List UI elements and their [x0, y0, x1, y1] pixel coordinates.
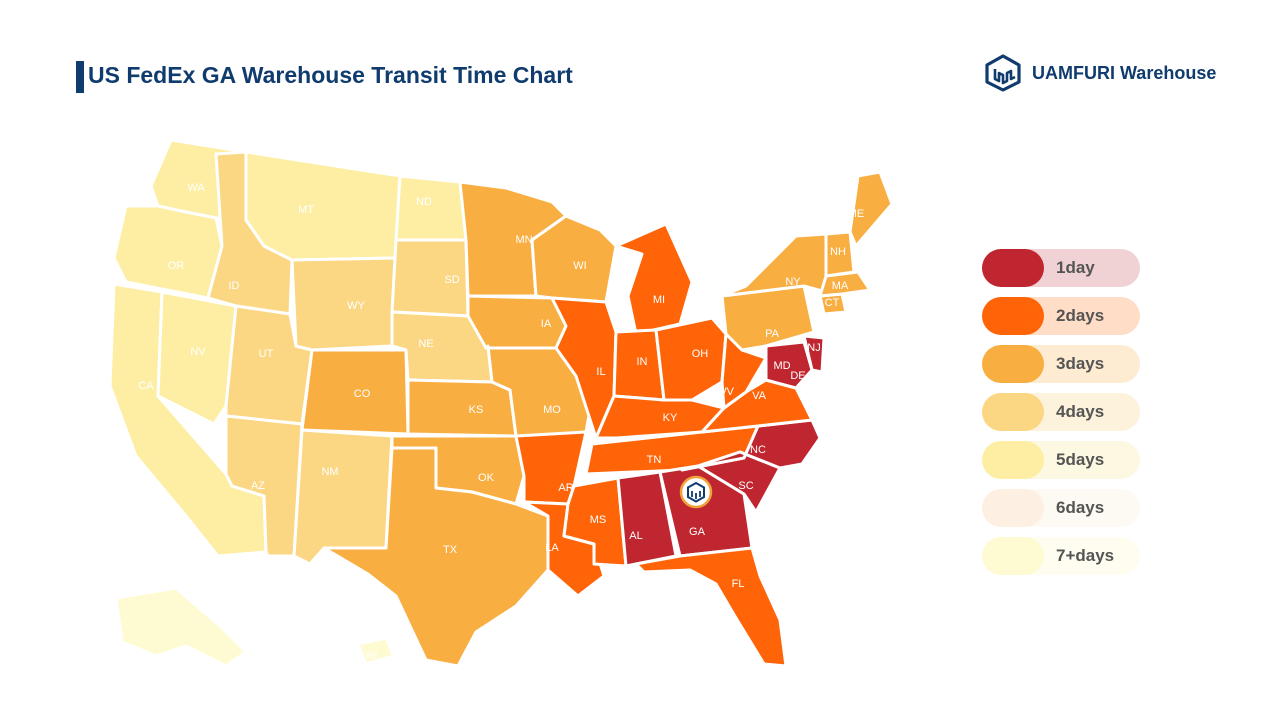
legend-swatch: [982, 489, 1044, 527]
state-ND[interactable]: [394, 174, 468, 242]
legend-swatch: [982, 537, 1044, 575]
state-label-NY: NY: [785, 276, 801, 288]
legend-item-7plus-days: 7+days: [982, 537, 1142, 575]
state-label-NV: NV: [190, 346, 206, 358]
state-OR[interactable]: [112, 204, 224, 300]
state-label-MA: MA: [832, 280, 849, 292]
uamfuri-cube-logo-icon: [985, 54, 1021, 92]
legend-swatch: [982, 297, 1044, 335]
state-label-ND: ND: [416, 196, 432, 208]
legend-label: 6days: [1056, 498, 1105, 517]
state-label-AL: AL: [629, 530, 642, 542]
state-MT[interactable]: [244, 150, 402, 262]
legend-swatch: [982, 393, 1044, 431]
state-label-KS: KS: [469, 404, 484, 416]
state-label-IN: IN: [637, 356, 648, 368]
state-KY[interactable]: [594, 394, 726, 440]
state-label-AR: AR: [558, 482, 573, 494]
brand: UAMFURI Warehouse: [984, 54, 1216, 92]
state-HI[interactable]: [356, 636, 396, 666]
state-NM[interactable]: [292, 428, 394, 566]
state-label-OK: OK: [478, 472, 495, 484]
state-label-MD: MD: [773, 360, 790, 372]
legend-item-1day: 1day: [982, 249, 1142, 287]
state-label-KY: KY: [663, 412, 678, 424]
state-label-VA: VA: [752, 390, 767, 402]
state-label-MS: MS: [590, 514, 607, 526]
us-transit-map: WA OR CA NV ID MT UT AZ WY CO NM ND SD NE KS OK TX MN IA MO…: [108, 138, 894, 668]
title-accent-bar: [76, 61, 84, 93]
state-NC[interactable]: [680, 418, 822, 472]
state-label-NE: NE: [418, 338, 433, 350]
state-label-CT: CT: [825, 297, 840, 309]
state-label-UT: UT: [259, 348, 274, 360]
state-label-PA: PA: [765, 328, 780, 340]
state-label-ME: ME: [848, 208, 865, 220]
state-label-MO: MO: [543, 404, 561, 416]
legend-label: 2days: [1056, 306, 1105, 325]
legend-item-4days: 4days: [982, 393, 1142, 431]
state-label-OH: OH: [692, 348, 709, 360]
state-label-NC: NC: [750, 444, 766, 456]
state-label-MT: MT: [298, 204, 314, 216]
state-label-IL: IL: [596, 366, 605, 378]
legend-label: 3days: [1056, 354, 1105, 373]
state-NJ[interactable]: [802, 334, 826, 374]
state-WI[interactable]: [530, 214, 618, 304]
state-FL[interactable]: [634, 546, 788, 668]
state-label-FL: FL: [732, 578, 745, 590]
state-NV[interactable]: [156, 290, 238, 426]
state-label-WI: WI: [573, 260, 586, 272]
state-label-LA: LA: [545, 542, 559, 554]
state-label-OR: OR: [168, 260, 185, 272]
state-label-CO: CO: [354, 388, 371, 400]
legend-item-2days: 2days: [982, 297, 1142, 335]
legend-swatch: [982, 441, 1044, 479]
state-label-DE: DE: [790, 370, 805, 382]
legend-label: 5days: [1056, 450, 1105, 469]
warehouse-logo-marker-icon: [679, 475, 713, 509]
state-IA[interactable]: [466, 294, 568, 350]
legend-label: 7+days: [1056, 546, 1115, 565]
state-MI[interactable]: [614, 222, 694, 336]
legend-label: 4days: [1056, 402, 1105, 421]
state-TX[interactable]: [322, 446, 550, 668]
state-label-GA: GA: [689, 526, 706, 538]
state-labels: WA OR CA NV ID MT UT AZ WY CO NM ND SD NE KS OK TX MN IA MO…: [138, 182, 864, 662]
legend-item-6days: 6days: [982, 489, 1142, 527]
page-title: US FedEx GA Warehouse Transit Time Chart: [88, 62, 573, 88]
state-label-WY: WY: [347, 300, 365, 312]
state-label-IA: IA: [541, 318, 552, 330]
state-NH[interactable]: [824, 230, 856, 278]
state-label-WV: WV: [716, 386, 734, 398]
state-label-TN: TN: [647, 454, 662, 466]
legend-swatch: [982, 345, 1044, 383]
state-label-MI: MI: [653, 294, 665, 306]
brand-name: UAMFURI Warehouse: [1032, 62, 1217, 83]
state-label-CA: CA: [138, 380, 154, 392]
state-label-SC: SC: [738, 480, 753, 492]
state-label-SD: SD: [444, 274, 459, 286]
state-label-WA: WA: [187, 182, 205, 194]
legend-swatch: [982, 249, 1044, 287]
legend-item-5days: 5days: [982, 441, 1142, 479]
state-label-HI: HI: [367, 650, 378, 662]
state-label-ID: ID: [229, 280, 240, 292]
state-ME[interactable]: [848, 170, 894, 248]
state-label-NJ: NJ: [807, 342, 820, 354]
state-label-NM: NM: [321, 466, 338, 478]
state-label-AZ: AZ: [251, 480, 265, 492]
state-MD[interactable]: [764, 340, 814, 390]
state-label-MN: MN: [515, 234, 532, 246]
state-KS[interactable]: [406, 378, 518, 438]
state-label-TX: TX: [443, 544, 458, 556]
legend-label: 1day: [1056, 258, 1095, 277]
state-AK[interactable]: [114, 586, 248, 668]
state-label-NH: NH: [830, 246, 846, 258]
state-WY[interactable]: [290, 256, 398, 352]
legend-item-3days: 3days: [982, 345, 1142, 383]
legend: 1day 2days 3days 4days 5days 6days 7+day…: [982, 249, 1142, 585]
